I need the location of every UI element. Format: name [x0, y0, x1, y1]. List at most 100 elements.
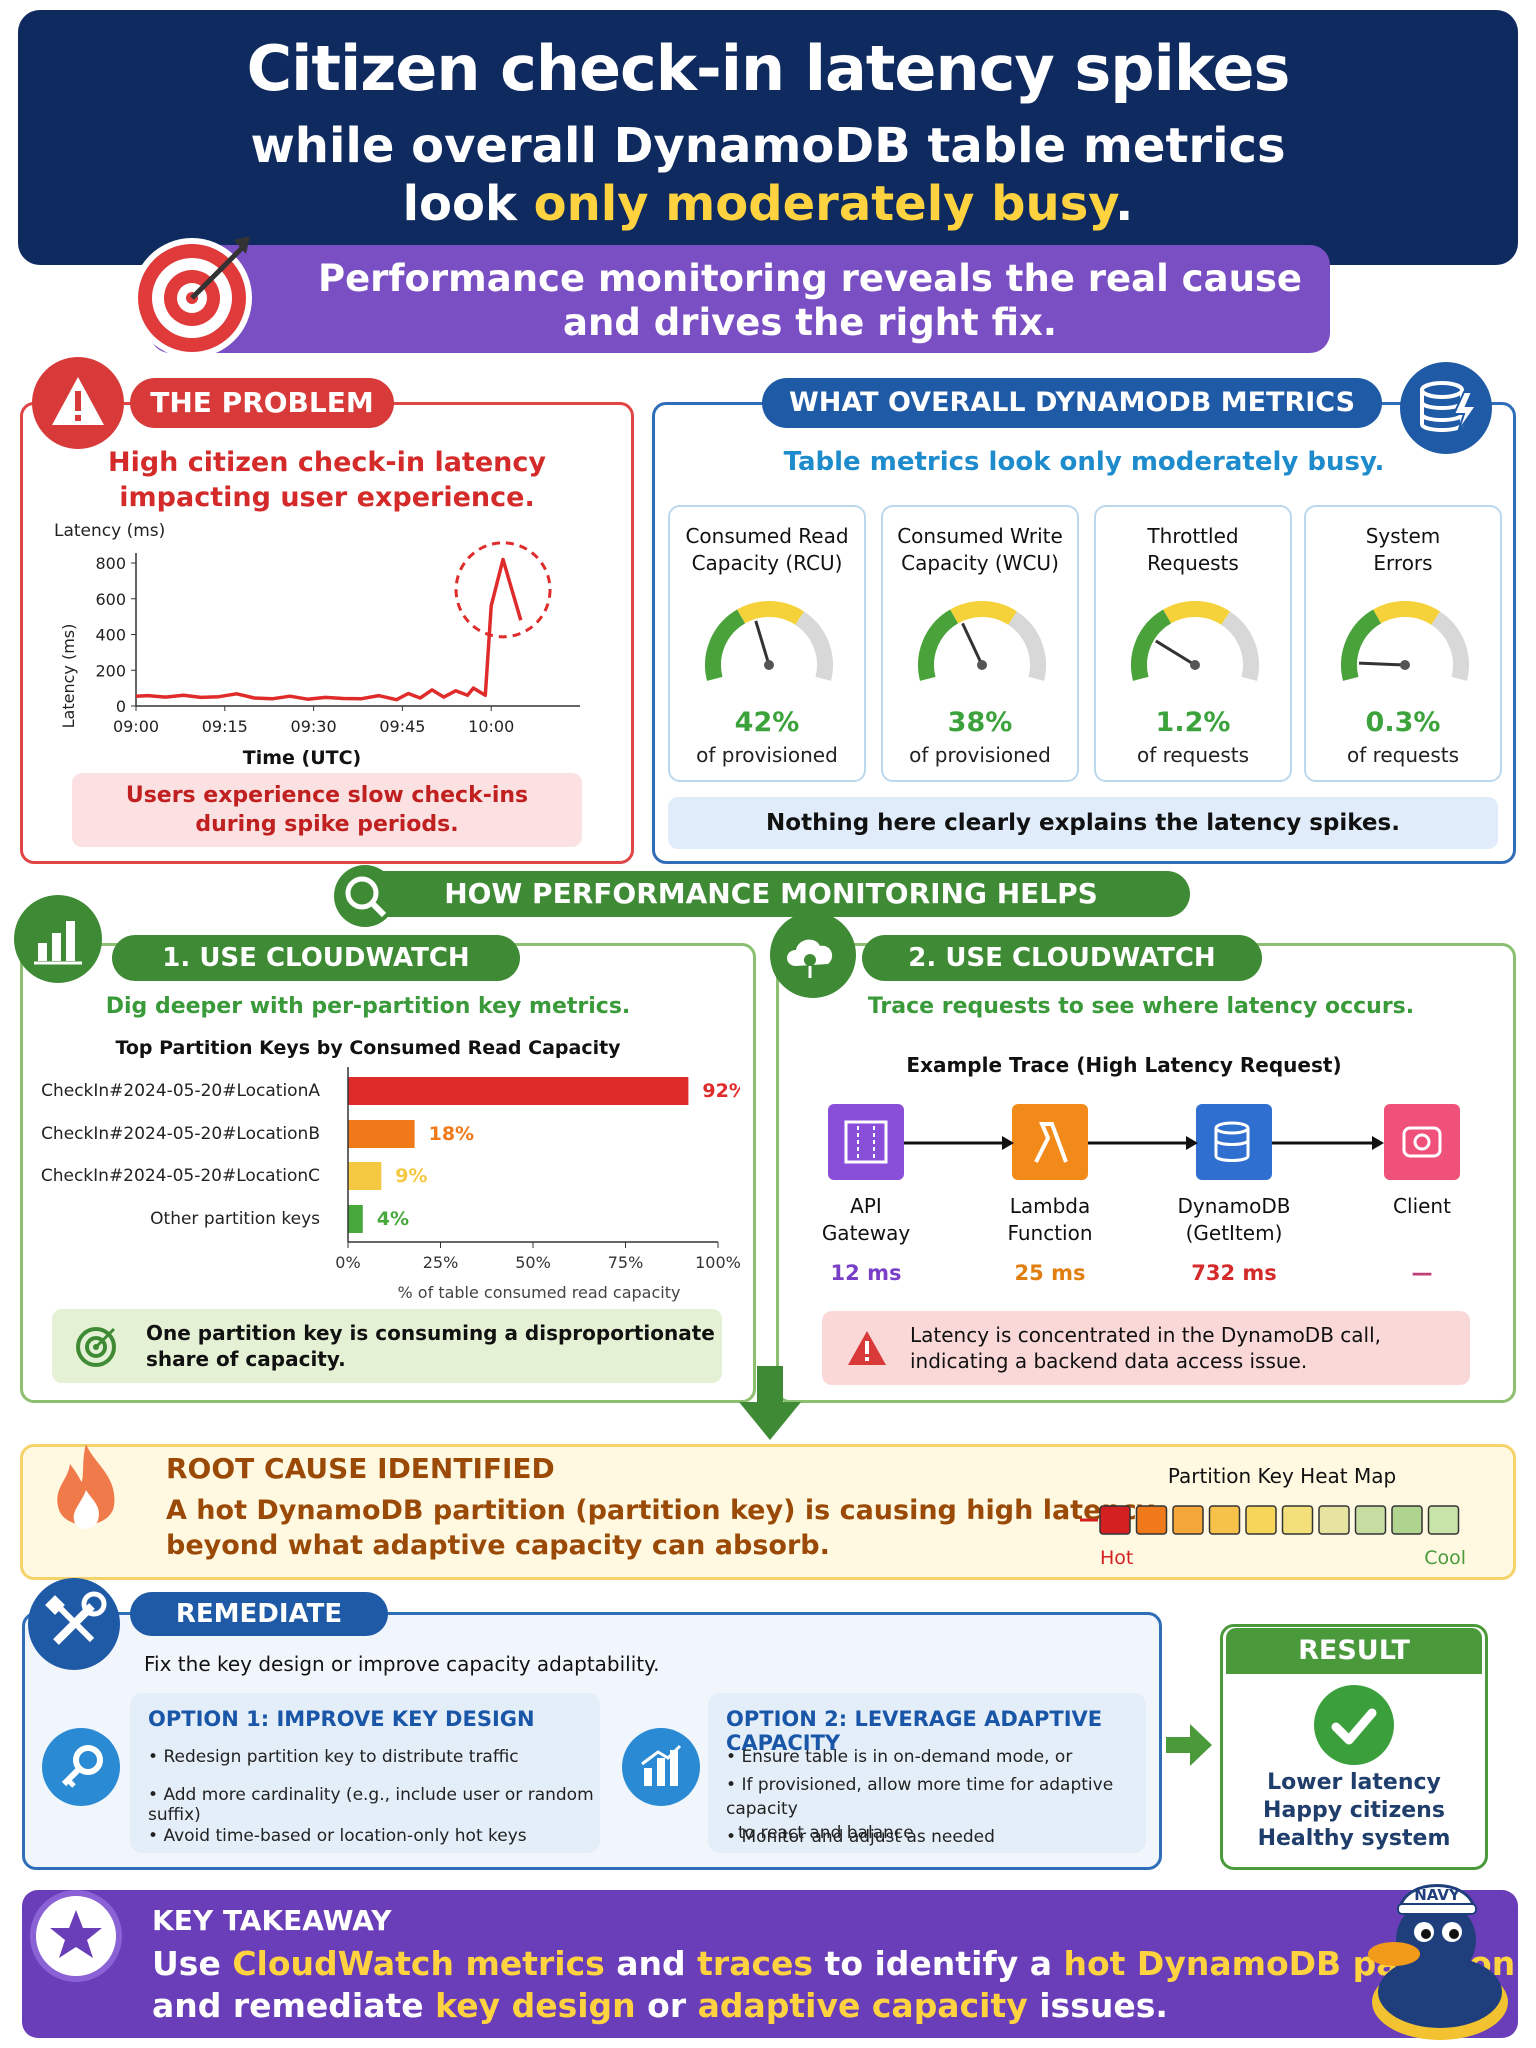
latency-xtick: 09:15	[202, 717, 248, 736]
star-icon	[30, 1890, 122, 1982]
fire-icon	[57, 1444, 115, 1529]
result-title: RESULT	[1226, 1628, 1482, 1674]
subheader-line1: Performance monitoring reveals the real …	[317, 257, 1303, 300]
heatmap-cool-label: Cool	[1424, 1547, 1466, 1569]
latency-ytick: 800	[95, 554, 126, 573]
target-check-icon	[76, 1327, 116, 1367]
heatmap-cell	[1354, 1505, 1387, 1535]
metric-card-value: 38%	[947, 707, 1013, 738]
service-label: DynamoDB (GetItem)	[1177, 1194, 1291, 1245]
metric-card: System Errors 0.3% of requests	[1304, 505, 1502, 782]
partition-bar	[348, 1077, 689, 1105]
database-icon	[1400, 362, 1492, 454]
gauge-icon	[1341, 601, 1469, 681]
heatmap-cell	[1099, 1505, 1131, 1535]
partition-bar-value: 18%	[429, 1123, 474, 1145]
latency-xtick: 09:45	[379, 717, 425, 736]
metric-card: Consumed Read Capacity (RCU) 42% of provisi…	[668, 505, 866, 782]
partition-bar-value: 9%	[395, 1165, 427, 1187]
option2-bullet-1: • Ensure table is in on-demand mode, or	[726, 1747, 1073, 1767]
gauge-icon	[1131, 601, 1259, 681]
client-icon	[1384, 1104, 1460, 1180]
trace-note: Latency is concentrated in the DynamoDB …	[822, 1311, 1470, 1385]
cloudwatch-metrics-note: One partition key is consuming a disprop…	[52, 1309, 722, 1383]
option1-card: OPTION 1: IMPROVE KEY DESIGN • Redesign …	[130, 1693, 600, 1853]
metric-card-value: 1.2%	[1155, 707, 1231, 738]
latency-ytick: 400	[95, 626, 126, 645]
header-title-line1: Citizen check-in latency spikes	[246, 32, 1291, 105]
cloudwatch-traces-pill: 2. USE CLOUDWATCH TRACES	[862, 935, 1262, 1019]
service-label: Client	[1393, 1194, 1451, 1218]
partition-bar	[348, 1120, 415, 1148]
option1-title: OPTION 1: IMPROVE KEY DESIGN	[148, 1707, 535, 1731]
subheader-line2: and drives the right fix.	[563, 301, 1057, 344]
metric-card-value: 42%	[734, 707, 800, 738]
latency-xtick: 10:00	[468, 717, 514, 736]
metric-card-unit: of provisioned	[909, 743, 1051, 767]
metric-card-value: 0.3%	[1365, 707, 1441, 738]
gauge-icon	[918, 601, 1046, 681]
metric-card-title: System	[1365, 524, 1441, 548]
remediate-intro: Fix the key design or improve capacity a…	[144, 1652, 660, 1676]
header-title-line3: look only moderately busy.	[402, 176, 1134, 232]
trace-title: Example Trace (High Latency Request)	[906, 1053, 1342, 1077]
latency-ytick: 600	[95, 590, 126, 609]
result-item-1: Lower latency	[1267, 1770, 1441, 1795]
partition-bar-value: 92%	[702, 1080, 740, 1102]
metrics-note: Nothing here clearly explains the latenc…	[668, 797, 1498, 849]
cloudwatch-traces-heading: Trace requests to see where latency occu…	[867, 994, 1415, 1019]
heatmap-cell	[1318, 1505, 1350, 1535]
service-label: Lambda Function	[1007, 1194, 1093, 1245]
takeaway-line1: Use CloudWatch metrics and traces to ide…	[152, 1944, 1516, 1983]
trace-arrows	[904, 1136, 1384, 1150]
latency-ytick: 200	[95, 661, 126, 680]
key-icon	[42, 1728, 120, 1806]
cloud-trace-icon	[770, 912, 856, 998]
navy-duck-mascot: NAVY	[1368, 1884, 1508, 2040]
metric-card-title: Throttled	[1147, 524, 1239, 548]
heatmap-cell	[1427, 1505, 1460, 1535]
partition-bar-chart: CheckIn#2024-05-20#LocationA 92% CheckIn#2…	[41, 1067, 740, 1302]
metric-card: Consumed Write Capacity (WCU) 38% of provis…	[881, 505, 1079, 782]
problem-note: Users experience slow check-ins during sp…	[72, 773, 582, 847]
api-gateway-icon	[828, 1104, 904, 1180]
metric-card-unit: of requests	[1136, 743, 1250, 767]
latency-chart-xlabel: Time (UTC)	[243, 747, 361, 769]
service-latency: 25 ms	[1014, 1261, 1086, 1285]
heatmap-cell	[1245, 1505, 1277, 1535]
result-item-2: Happy citizens	[1263, 1798, 1445, 1823]
partition-xtick: 50%	[515, 1253, 551, 1272]
heatmap-cell	[1135, 1505, 1168, 1535]
partition-bar-label: Other partition keys	[150, 1209, 320, 1229]
partition-bar-label: CheckIn#2024-05-20#LocationB	[41, 1124, 320, 1144]
warning-icon	[32, 357, 124, 449]
partition-bar-value: 4%	[377, 1208, 409, 1230]
latency-chart: Latency (ms) Latency (ms) Time (UTC) 800…	[54, 521, 580, 769]
checkmark-icon	[1314, 1685, 1394, 1765]
option2-card: OPTION 2: LEVERAGE ADAPTIVE CAPACITY • E…	[708, 1693, 1146, 1853]
bar-chart-icon	[14, 895, 102, 983]
heatmap-cell	[1281, 1505, 1314, 1535]
partition-chart-xlabel: % of table consumed read capacity	[398, 1283, 681, 1302]
service-latency: 732 ms	[1191, 1261, 1277, 1285]
option2-bullet-3: • Monitor and adjust as needed	[726, 1827, 995, 1847]
tools-icon	[28, 1578, 120, 1670]
service-label: API Gateway	[821, 1194, 911, 1245]
metrics-heading: Table metrics look only moderately busy.	[783, 447, 1385, 477]
cloudwatch-metrics-pill: 1. USE CLOUDWATCH METRICS	[112, 935, 520, 1019]
right-arrow-icon	[1166, 1724, 1212, 1766]
mascot-cap-text: NAVY	[1414, 1886, 1461, 1904]
problem-heading-line2: impacting user experience.	[119, 482, 535, 513]
problem-heading-line1: High citizen check-in latency	[108, 447, 546, 478]
cloudwatch-metrics-heading: Dig deeper with per-partition key metric…	[105, 994, 631, 1019]
metric-card-unit: of requests	[1346, 743, 1460, 767]
subheader-banner: Performance monitoring reveals the real …	[150, 245, 1330, 353]
down-arrow-icon	[739, 1366, 801, 1440]
problem-pill: THE PROBLEM	[130, 378, 394, 428]
latency-chart-title: Latency (ms)	[54, 521, 165, 541]
heatmap-cell	[1391, 1505, 1423, 1535]
partition-bar-label: CheckIn#2024-05-20#LocationC	[41, 1166, 320, 1186]
heatmap-hot-label: Hot	[1100, 1547, 1133, 1569]
metric-card-unit: of provisioned	[696, 743, 838, 767]
metric-card: Throttled Requests 1.2% of requests	[1094, 505, 1292, 782]
